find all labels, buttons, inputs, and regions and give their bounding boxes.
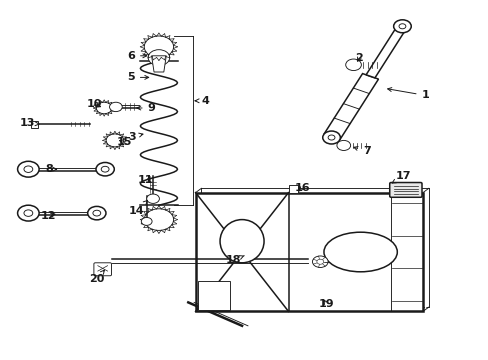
Bar [198, 281, 229, 310]
Circle shape [109, 102, 122, 112]
Text: 11: 11 [138, 175, 153, 185]
Circle shape [336, 140, 350, 150]
Circle shape [18, 205, 39, 221]
Ellipse shape [323, 232, 397, 272]
Bar [288, 185, 298, 193]
Polygon shape [366, 25, 406, 78]
Text: 17: 17 [391, 171, 410, 183]
Circle shape [393, 20, 410, 33]
Ellipse shape [220, 220, 264, 263]
Bar [195, 193, 422, 311]
Circle shape [144, 209, 173, 230]
Circle shape [87, 206, 106, 220]
FancyBboxPatch shape [94, 263, 111, 276]
Text: 4: 4 [195, 96, 209, 106]
Circle shape [146, 194, 159, 203]
Text: 15: 15 [117, 137, 132, 147]
Text: 1: 1 [387, 87, 428, 100]
Circle shape [345, 59, 361, 71]
Bar [31, 121, 38, 128]
Circle shape [106, 134, 123, 147]
Circle shape [18, 161, 39, 177]
Circle shape [148, 50, 169, 66]
Text: 7: 7 [353, 146, 370, 156]
Text: 16: 16 [294, 183, 309, 193]
Circle shape [312, 256, 327, 267]
Polygon shape [323, 73, 378, 140]
Text: 12: 12 [41, 211, 57, 221]
FancyBboxPatch shape [389, 183, 421, 197]
Text: 5: 5 [127, 72, 148, 82]
Circle shape [141, 217, 152, 225]
Circle shape [96, 162, 114, 176]
Text: 19: 19 [318, 299, 334, 309]
Text: 18: 18 [225, 255, 244, 265]
Text: 3: 3 [128, 132, 142, 142]
Text: 10: 10 [86, 99, 102, 109]
Text: 8: 8 [45, 164, 57, 174]
Text: 20: 20 [89, 270, 104, 284]
Text: 14: 14 [129, 201, 147, 216]
Circle shape [96, 102, 112, 114]
Text: 9: 9 [137, 103, 155, 113]
Circle shape [144, 36, 173, 58]
Text: 6: 6 [127, 51, 146, 61]
Text: 2: 2 [355, 53, 363, 63]
Polygon shape [151, 56, 166, 72]
Circle shape [322, 131, 340, 144]
Text: 13: 13 [20, 118, 39, 128]
